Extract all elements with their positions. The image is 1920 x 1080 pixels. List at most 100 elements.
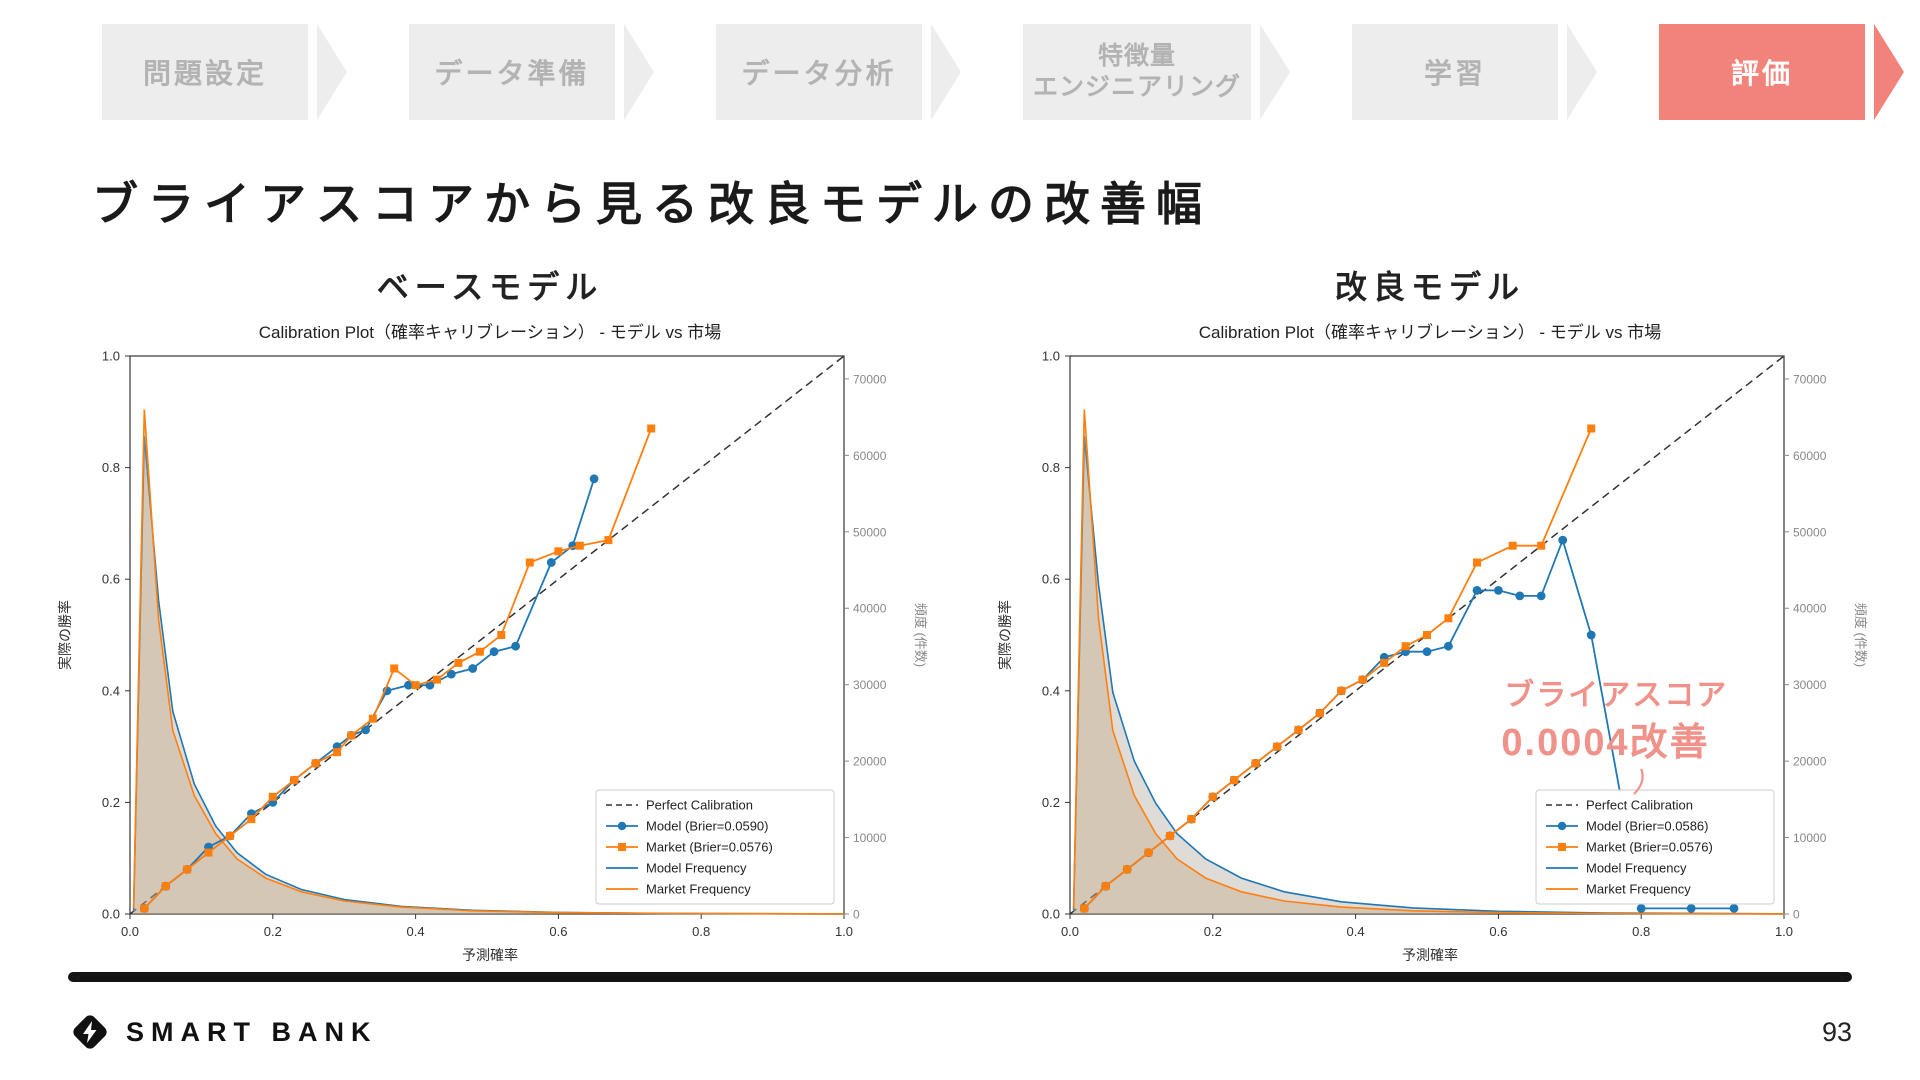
svg-text:0.2: 0.2 [264, 924, 282, 939]
svg-text:0.8: 0.8 [692, 924, 710, 939]
svg-text:実際の勝率: 実際の勝率 [57, 600, 73, 670]
flow-step-box: 学習 [1352, 24, 1559, 120]
svg-text:ブライアスコア: ブライアスコア [1504, 678, 1728, 712]
svg-text:40000: 40000 [853, 602, 887, 616]
svg-text:Calibration Plot（確率キャリブレーション）: Calibration Plot（確率キャリブレーション） - モデル vs 市… [259, 322, 722, 342]
flow-step-training: 学習 [1352, 24, 1598, 120]
chevron-right-icon [317, 24, 347, 120]
svg-text:0.0: 0.0 [102, 907, 120, 922]
svg-text:0.4: 0.4 [102, 683, 120, 698]
svg-text:Model (Brier=0.0590): Model (Brier=0.0590) [646, 819, 768, 834]
svg-text:0.8: 0.8 [102, 460, 120, 475]
svg-text:0.8: 0.8 [1042, 460, 1060, 475]
svg-text:実際の勝率: 実際の勝率 [997, 600, 1013, 670]
flow-step-label: 問題設定 [142, 58, 267, 89]
svg-text:10000: 10000 [1793, 831, 1827, 845]
svg-text:40000: 40000 [1793, 602, 1827, 616]
page-number: 93 [1821, 1016, 1852, 1047]
svg-text:0.2: 0.2 [1042, 795, 1060, 810]
flow-step-box: 問題設定 [102, 24, 308, 120]
panel-label-base-model: ベースモデル [376, 269, 604, 305]
svg-text:0.6: 0.6 [1489, 924, 1507, 939]
brand-name: SMART BANK [126, 1016, 378, 1047]
svg-text:0.0: 0.0 [121, 924, 139, 939]
svg-text:Calibration Plot（確率キャリブレーション）: Calibration Plot（確率キャリブレーション） - モデル vs 市… [1199, 322, 1662, 342]
flow-step-label: 学習 [1424, 58, 1487, 89]
svg-text:Market Frequency: Market Frequency [1586, 882, 1691, 897]
flow-step-label: エンジニアリング [1033, 73, 1242, 101]
svg-text:1.0: 1.0 [1775, 924, 1793, 939]
calibration-chart-base-model: Calibration Plot（確率キャリブレーション） - モデル vs 市… [57, 322, 928, 963]
chart-panel-base-model: ベースモデル Calibration Plot（確率キャリブレーション） - モ… [40, 262, 940, 972]
flow-step-box: 評価 [1659, 24, 1866, 120]
flow-step-data-analysis: データ分析 [716, 24, 961, 120]
flow-step-box: データ分析 [716, 24, 922, 120]
svg-text:予測確率: 予測確率 [1402, 947, 1458, 963]
process-flow: 問題設定 データ準備 データ分析 特徴量 エンジニアリング 学習 [102, 24, 1920, 120]
flow-step-evaluation: 評価 [1659, 24, 1905, 120]
chevron-right-icon [1874, 24, 1905, 120]
panel-label-improved-model: 改良モデル [1334, 269, 1525, 305]
svg-text:10000: 10000 [853, 831, 887, 845]
flow-step-label: 評価 [1731, 58, 1794, 89]
svg-text:1.0: 1.0 [102, 349, 120, 364]
flow-step-label: 特徴量 [1098, 41, 1177, 70]
slide-title: ブライアスコアから見る改良モデルの改善幅 [92, 178, 1212, 230]
chevron-right-icon [931, 24, 961, 120]
footer-divider [68, 972, 1852, 982]
flow-step-label: データ分析 [741, 58, 897, 89]
svg-text:1.0: 1.0 [1042, 349, 1060, 364]
svg-text:0.0: 0.0 [1042, 907, 1060, 922]
svg-text:Market (Brier=0.0576): Market (Brier=0.0576) [646, 840, 773, 855]
smartbank-logo-icon [73, 1015, 107, 1049]
svg-text:予測確率: 予測確率 [462, 947, 518, 963]
svg-text:Perfect Calibration: Perfect Calibration [646, 798, 753, 813]
svg-text:頻度 (件数): 頻度 (件数) [1853, 603, 1868, 667]
flow-step-problem-setting: 問題設定 [102, 24, 347, 120]
svg-text:50000: 50000 [1793, 525, 1827, 539]
svg-text:Market Frequency: Market Frequency [646, 882, 751, 897]
svg-text:30000: 30000 [853, 678, 887, 692]
flow-step-feature-engineering: 特徴量 エンジニアリング [1023, 24, 1291, 120]
svg-text:Model (Brier=0.0586): Model (Brier=0.0586) [1586, 819, 1708, 834]
flow-step-box: データ準備 [409, 24, 615, 120]
svg-text:Perfect Calibration: Perfect Calibration [1586, 798, 1693, 813]
chevron-right-icon [1567, 24, 1598, 120]
svg-text:1.0: 1.0 [835, 924, 853, 939]
svg-text:Market (Brier=0.0576): Market (Brier=0.0576) [1586, 840, 1713, 855]
svg-text:0.6: 0.6 [549, 924, 567, 939]
svg-text:0.2: 0.2 [1204, 924, 1222, 939]
svg-text:70000: 70000 [853, 372, 887, 386]
flow-step-data-preparation: データ準備 [409, 24, 654, 120]
svg-text:0.4: 0.4 [1347, 924, 1365, 939]
chevron-right-icon [624, 24, 654, 120]
brand: SMART BANK [68, 1010, 378, 1054]
footer: SMART BANK 93 [68, 1002, 1852, 1062]
svg-text:50000: 50000 [853, 525, 887, 539]
svg-text:0.4: 0.4 [407, 924, 425, 939]
svg-text:20000: 20000 [1793, 755, 1827, 769]
chevron-right-icon [1260, 24, 1291, 120]
svg-text:30000: 30000 [1793, 678, 1827, 692]
flow-step-box: 特徴量 エンジニアリング [1023, 24, 1252, 120]
svg-text:0.4: 0.4 [1042, 683, 1060, 698]
svg-text:60000: 60000 [1793, 449, 1827, 463]
calibration-chart-improved-model: Calibration Plot（確率キャリブレーション） - モデル vs 市… [997, 322, 1868, 963]
charts-row: ベースモデル Calibration Plot（確率キャリブレーション） - モ… [0, 262, 1920, 972]
svg-text:頻度 (件数): 頻度 (件数) [913, 603, 928, 667]
svg-text:60000: 60000 [853, 449, 887, 463]
svg-text:0: 0 [853, 908, 860, 922]
svg-text:0.6: 0.6 [102, 572, 120, 587]
svg-text:Model Frequency: Model Frequency [646, 861, 747, 876]
svg-text:0: 0 [1793, 908, 1800, 922]
svg-text:0.8: 0.8 [1632, 924, 1650, 939]
chart-panel-improved-model: 改良モデル Calibration Plot（確率キャリブレーション） - モデ… [980, 262, 1880, 972]
svg-text:0.0004改善: 0.0004改善 [1501, 722, 1709, 764]
svg-text:Model Frequency: Model Frequency [1586, 861, 1687, 876]
svg-text:20000: 20000 [853, 755, 887, 769]
svg-text:0.0: 0.0 [1061, 924, 1079, 939]
svg-text:70000: 70000 [1793, 372, 1827, 386]
flow-step-label: データ準備 [434, 58, 590, 89]
svg-text:0.2: 0.2 [102, 795, 120, 810]
